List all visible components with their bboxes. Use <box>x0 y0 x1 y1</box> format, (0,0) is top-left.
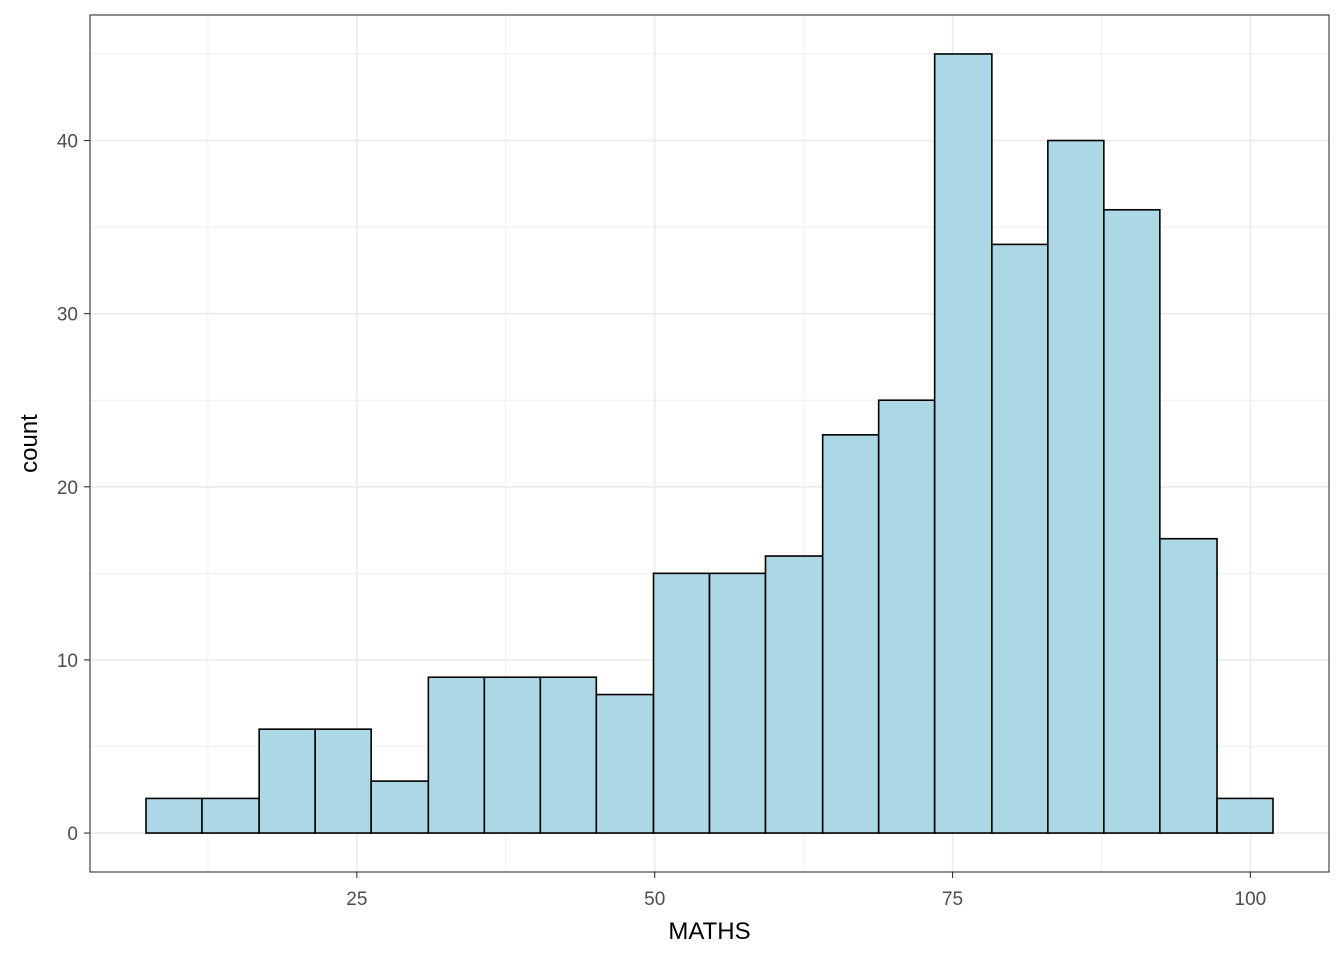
y-axis-ticks: 0 10 20 30 40 <box>57 132 90 845</box>
histogram-bar <box>258 728 316 834</box>
y-tick-label: 30 <box>57 305 78 326</box>
histogram-bar <box>483 676 542 834</box>
histogram-bar <box>201 797 260 834</box>
histogram-bar <box>991 243 1049 834</box>
x-tick-label: 25 <box>346 889 367 910</box>
y-tick-label: 20 <box>57 478 78 499</box>
histogram-bar <box>1103 208 1161 834</box>
histogram-bar <box>145 797 203 834</box>
y-tick-label: 0 <box>67 824 78 845</box>
histogram-bar <box>1047 139 1105 834</box>
histogram-bar <box>877 399 936 834</box>
histogram-bar <box>539 676 598 834</box>
x-tick-label: 75 <box>942 889 963 910</box>
histogram-bar <box>764 555 824 834</box>
histogram-bar <box>708 572 767 834</box>
x-tick-label: 100 <box>1235 889 1267 910</box>
histogram-bar <box>652 572 711 834</box>
histogram-bar <box>595 693 655 834</box>
histogram-bar <box>427 676 486 834</box>
x-axis-title: MATHS <box>668 918 750 945</box>
y-tick-label: 10 <box>57 651 78 672</box>
histogram-bars <box>145 53 1274 834</box>
histogram-bar <box>821 434 880 834</box>
y-axis-title: count <box>16 414 43 473</box>
histogram-bar <box>314 728 372 834</box>
x-axis-ticks: 25 50 75 100 <box>346 872 1266 910</box>
histogram-bar <box>1216 797 1274 834</box>
y-tick-label: 40 <box>57 132 78 153</box>
x-tick-label: 50 <box>644 889 665 910</box>
panel-border <box>89 14 1330 873</box>
histogram-bar <box>1159 537 1218 834</box>
histogram-bar <box>370 780 430 834</box>
histogram-bar <box>933 53 993 834</box>
